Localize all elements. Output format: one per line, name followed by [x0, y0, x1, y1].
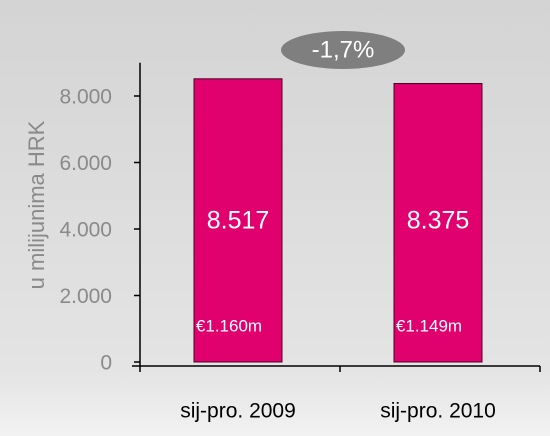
- x-tick-label: sij-pro. 2009: [180, 400, 296, 423]
- badge: [281, 31, 405, 69]
- y-tick-label: 6.000: [59, 152, 112, 175]
- bar: [393, 83, 483, 363]
- bar: [193, 78, 283, 363]
- y-tick-label: 0: [100, 352, 112, 375]
- badge-label: -1,7%: [312, 36, 375, 63]
- secondary-label: €1.149m: [396, 316, 462, 335]
- y-tick-label: 8.000: [59, 86, 112, 109]
- y-tick-label: 4.000: [59, 219, 112, 242]
- y-axis-label: u milijunima HRK: [24, 120, 49, 289]
- y-tick-label: 2.000: [59, 285, 112, 308]
- value-label: 8.517: [207, 207, 270, 235]
- value-label: 8.375: [407, 207, 470, 235]
- secondary-label: €1.160m: [196, 316, 262, 335]
- x-tick-label: sij-pro. 2010: [380, 400, 496, 423]
